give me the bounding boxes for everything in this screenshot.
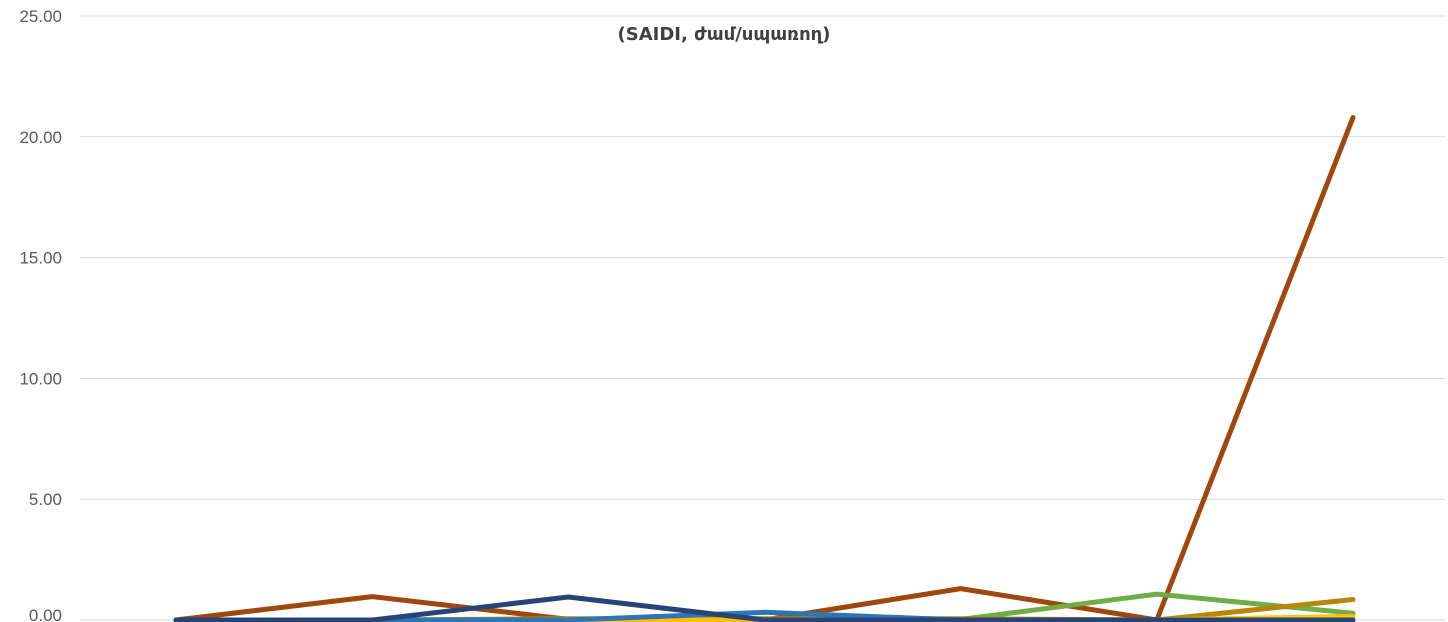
series-line-3 [173,597,1356,622]
y-tick-label: 10.00 [19,369,62,388]
y-tick-label: 25.00 [19,7,62,26]
y-tick-label: 0.00 [29,606,62,622]
y-tick-label: 20.00 [19,128,62,147]
series-line-6 [173,594,1356,622]
y-tick-label: 5.00 [29,490,62,509]
gridlines [80,15,1445,621]
series-line-1 [173,115,1356,622]
chart-title: (SAIDI, ժամ/սպառող) [618,24,831,45]
series-lines [173,115,1356,622]
y-axis-ticks: 0.00 5.00 10.00 15.00 20.00 25.00 [19,7,62,622]
y-tick-label: 15.00 [19,249,62,268]
